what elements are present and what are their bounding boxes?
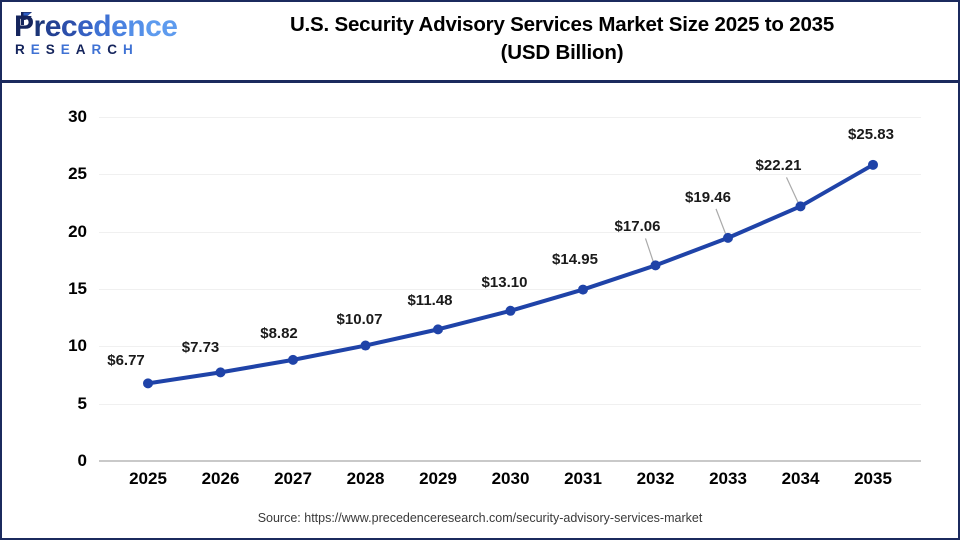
data-point-marker	[288, 354, 298, 365]
data-point-label: $25.83	[848, 125, 894, 143]
data-point-label: $19.46	[685, 188, 731, 206]
data-point-label: $22.21	[755, 157, 802, 175]
x-axis-tick-label: 2029	[419, 469, 457, 488]
y-axis-tick-label: 30	[68, 107, 87, 126]
data-point-label: $11.48	[407, 292, 453, 310]
x-axis-tick-label: 2025	[129, 469, 167, 488]
chart-title-line2: (USD Billion)	[500, 41, 624, 65]
x-axis-tick-label: 2032	[636, 469, 675, 488]
y-axis-tick-label: 10	[68, 336, 87, 356]
plot-area: 0 5 10 15 20 25 30 $6.77 $7.73 $8.82 $10.07 $11.48…	[68, 107, 921, 488]
data-point-marker	[578, 284, 588, 295]
data-point-label: $17.06	[614, 218, 661, 236]
y-axis-tick-label: 5	[77, 393, 87, 413]
data-point-label: $6.77	[107, 352, 145, 370]
figure-header: Precedence RESEARCH U.S. Security Adviso…	[2, 2, 958, 83]
data-point-label: $7.73	[181, 339, 220, 357]
gridline	[99, 346, 921, 348]
data-point-marker	[868, 159, 878, 170]
precedence-research-logo: Precedence RESEARCH	[10, 10, 180, 68]
data-point-label: $14.95	[552, 250, 598, 268]
data-point-marker	[215, 367, 226, 378]
y-axis-tick-label: 25	[68, 164, 87, 184]
data-point-label: $8.82	[260, 324, 298, 342]
gridline	[99, 231, 921, 233]
page-title: U.S. Security Advisory Services Market S…	[192, 11, 932, 68]
x-axis-tick-label: 2028	[346, 469, 385, 488]
data-point-marker	[360, 340, 371, 351]
label-leader-line	[785, 177, 800, 204]
data-point-marker	[505, 305, 516, 316]
label-leader-lines	[644, 177, 800, 263]
label-leader-line	[715, 208, 727, 236]
y-axis-tick-label: 15	[68, 279, 87, 298]
gridline	[99, 174, 921, 176]
data-point-marker	[795, 201, 806, 212]
gridline	[99, 460, 921, 462]
x-axis-tick-label: 2026	[201, 469, 240, 488]
gridline	[99, 117, 921, 118]
data-point-marker	[723, 232, 733, 243]
x-axis-tick-label: 2027	[274, 469, 312, 488]
y-axis-tick-label: 20	[68, 221, 87, 241]
logo-wordmark: Precedence	[14, 10, 178, 43]
data-point-marker	[143, 378, 153, 389]
data-point-label: $13.10	[481, 273, 528, 291]
gridline	[99, 403, 921, 405]
data-point-marker	[650, 260, 661, 271]
y-axis-tick-label: 0	[77, 451, 87, 470]
x-axis-tick-label: 2034	[781, 469, 820, 488]
source-caption: Source: https://www.precedenceresearch.c…	[257, 511, 703, 525]
line-series	[143, 159, 878, 389]
chart-title-line1: U.S. Security Advisory Services Market S…	[289, 13, 835, 36]
data-point-label: $10.07	[336, 310, 383, 328]
gridline	[99, 289, 921, 290]
x-axis-tick-label: 2030	[491, 469, 530, 488]
label-leader-line	[644, 238, 655, 263]
x-axis-tick-label: 2033	[709, 469, 747, 488]
x-axis-tick-label: 2031	[564, 469, 602, 488]
x-axis-tick-label: 2035	[854, 469, 892, 488]
logo-subtext: RESEARCH	[15, 42, 139, 57]
series-markers	[143, 159, 878, 389]
leaf-icon	[21, 12, 32, 25]
data-point-marker	[433, 324, 443, 335]
